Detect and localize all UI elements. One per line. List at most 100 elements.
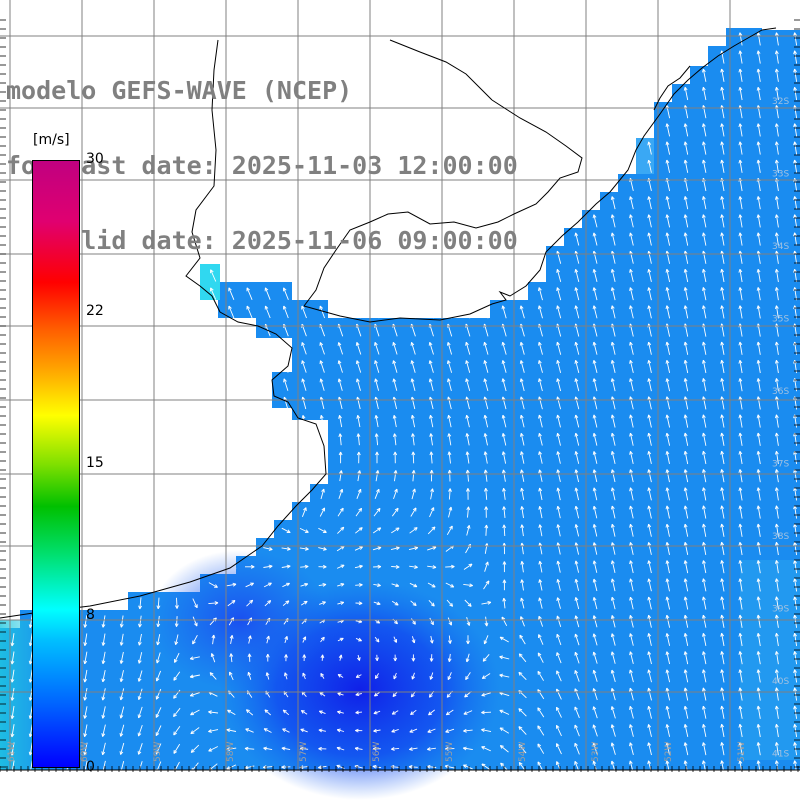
- wind-arrow: [355, 360, 362, 373]
- wind-arrow: [756, 287, 761, 301]
- wind-arrow: [411, 618, 416, 625]
- wind-arrow: [229, 653, 234, 663]
- wind-arrow: [9, 305, 17, 318]
- wind-arrow: [228, 433, 234, 446]
- wind-arrow: [448, 488, 452, 500]
- wind-arrow: [629, 706, 634, 719]
- wind-arrow: [28, 742, 33, 756]
- wind-arrow: [556, 761, 562, 770]
- wind-arrow: [774, 687, 779, 701]
- wind-arrow: [374, 341, 380, 355]
- wind-arrow: [537, 743, 545, 754]
- wind-arrow: [556, 615, 562, 628]
- wind-arrow: [683, 141, 689, 155]
- wind-arrow: [629, 123, 634, 137]
- wind-arrow: [263, 547, 273, 551]
- wind-arrow: [720, 396, 725, 410]
- wind-arrow: [484, 616, 489, 627]
- wind-arrow: [629, 196, 634, 210]
- wind-arrow: [372, 527, 382, 534]
- wind-arrow: [683, 578, 689, 592]
- wind-arrow: [756, 560, 761, 574]
- wind-arrow: [738, 214, 743, 228]
- wind-arrow: [226, 728, 237, 733]
- title-valid-date: valid date: 2025-11-06 09:00:00: [6, 226, 518, 255]
- wind-arrow: [137, 396, 144, 410]
- wind-arrow: [519, 32, 525, 46]
- wind-arrow: [210, 305, 217, 319]
- wind-arrow: [318, 547, 327, 551]
- wind-arrow: [738, 378, 743, 392]
- wind-arrow: [356, 433, 361, 446]
- wind-arrow: [720, 505, 725, 519]
- wind-arrow: [592, 123, 598, 137]
- wind-arrow: [702, 341, 707, 355]
- wind-arrow: [556, 597, 561, 609]
- wind-arrow: [756, 196, 761, 210]
- wind-arrow: [738, 578, 743, 592]
- wind-arrow: [155, 433, 162, 446]
- wind-arrow: [355, 305, 362, 319]
- wind-arrow: [118, 342, 126, 355]
- wind-arrow: [137, 506, 143, 519]
- wind-arrow: [100, 506, 107, 519]
- wind-arrow: [610, 596, 616, 610]
- wind-arrow: [83, 560, 88, 574]
- wind-arrow: [793, 596, 798, 610]
- wind-arrow: [82, 360, 90, 373]
- wind-arrow: [538, 451, 543, 464]
- wind-arrow: [665, 487, 670, 501]
- wind-arrow: [101, 724, 106, 737]
- wind-arrow: [683, 378, 689, 392]
- wind-arrow: [119, 415, 126, 428]
- wind-arrow: [355, 583, 363, 587]
- wind-arrow: [738, 687, 743, 701]
- wind-arrow: [683, 651, 689, 665]
- wind-arrow: [756, 341, 761, 355]
- wind-arrow: [247, 653, 252, 662]
- wind-arrow: [411, 488, 416, 500]
- wind-arrow: [756, 705, 761, 719]
- wind-arrow: [610, 669, 616, 683]
- wind-arrow: [592, 32, 598, 46]
- wind-arrow: [556, 378, 562, 392]
- wind-arrow: [629, 360, 634, 374]
- wind-arrow: [610, 706, 616, 719]
- wind-arrow: [538, 634, 544, 645]
- wind-arrow: [774, 651, 779, 665]
- wind-arrow: [100, 433, 108, 446]
- wind-arrow: [299, 546, 309, 551]
- wind-arrow: [556, 524, 561, 537]
- wind-arrow: [28, 615, 33, 628]
- wind-arrow: [391, 747, 400, 751]
- wind-arrow: [211, 525, 216, 536]
- wind-arrow: [446, 287, 453, 301]
- wind-arrow: [247, 506, 252, 518]
- wind-arrow: [192, 433, 198, 446]
- wind-arrow: [556, 305, 562, 319]
- wind-arrow: [356, 378, 361, 391]
- wind-arrow: [574, 578, 580, 591]
- wind-arrow: [155, 451, 162, 464]
- wind-arrow: [155, 487, 162, 500]
- wind-arrow: [283, 378, 289, 391]
- wind-arrow: [465, 414, 470, 428]
- wind-arrow: [701, 760, 707, 770]
- wind-arrow: [83, 651, 88, 665]
- wind-arrow: [83, 742, 88, 756]
- wind-arrow: [356, 451, 361, 464]
- wind-arrow: [355, 728, 363, 733]
- wind-arrow: [83, 633, 88, 646]
- wind-arrow: [629, 615, 634, 628]
- wind-arrow: [137, 633, 142, 646]
- wind-arrow: [538, 506, 543, 519]
- wind-arrow: [610, 68, 616, 82]
- wind-arrow: [119, 451, 126, 464]
- wind-arrow: [793, 669, 798, 683]
- wind-arrow: [444, 746, 455, 751]
- wind-arrow: [537, 32, 544, 46]
- wind-arrow: [592, 305, 598, 319]
- wind-arrow: [610, 578, 616, 592]
- wind-arrow: [246, 396, 252, 410]
- wind-arrow: [28, 669, 33, 683]
